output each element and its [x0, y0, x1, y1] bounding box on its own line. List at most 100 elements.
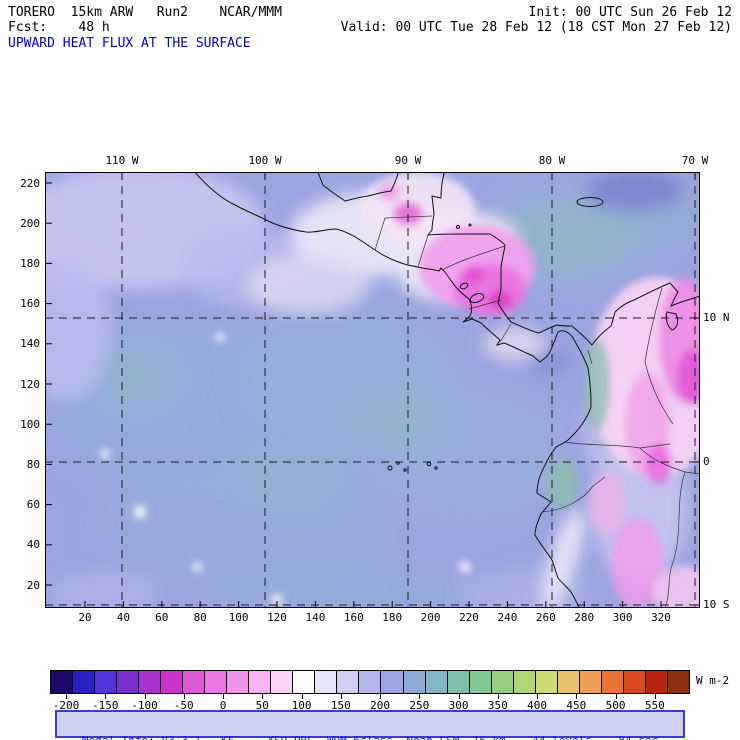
- left-gridpoint-label: 220: [20, 176, 40, 190]
- model-info-footer: Model Info: V3.3.1 KF YSU PBL WDM 6class…: [55, 710, 685, 740]
- bottom-gridpoint-label: 320: [651, 611, 671, 624]
- colorbar-tick-label: 100: [291, 699, 312, 712]
- colorbar-tick-label: -100: [131, 699, 158, 712]
- colorbar-cell: [403, 671, 426, 693]
- colorbar-cell: [139, 671, 162, 693]
- colorbar-tick-label: 400: [527, 699, 547, 712]
- right-latitude-label: 0: [703, 455, 710, 468]
- forecast-hour-text: Fcst: 48 h: [8, 20, 110, 35]
- colorbar-tick: [301, 694, 303, 699]
- left-gridpoint-label: 120: [20, 377, 40, 391]
- left-gridpoint-label: 200: [20, 216, 40, 230]
- colorbar-tick: [419, 694, 421, 699]
- left-gridpoint-label: 180: [20, 256, 40, 270]
- colorbar-cell: [579, 671, 602, 693]
- colorbar-tick-label: 450: [566, 699, 587, 712]
- colorbar-tick: [183, 694, 185, 699]
- left-gridpoint-label: 20: [26, 578, 40, 592]
- header-row-1: TORERO 15km ARW Run2 NCAR/MMM Init: 00 U…: [8, 5, 732, 20]
- colorbar-tick: [223, 694, 224, 699]
- map-panel: [45, 172, 700, 608]
- colorbar-tick-label: 200: [370, 699, 390, 712]
- colorbar-tick: [497, 694, 499, 699]
- colorbar-cell: [293, 671, 316, 693]
- bottom-gridpoint-label: 280: [574, 611, 595, 624]
- map-frame-border: [45, 172, 700, 608]
- colorbar-tick: [144, 694, 146, 699]
- bottom-gridpoint-label: 300: [612, 611, 633, 624]
- bottom-gridpoint-label: 220: [459, 611, 479, 624]
- colorbar-cell: [271, 671, 294, 693]
- colorbar-cell: [51, 671, 74, 693]
- colorbar-cell: [249, 671, 272, 693]
- colorbar-tick-label: 50: [255, 699, 269, 712]
- colorbar-cell: [73, 671, 96, 693]
- model-info-line-1: Model Info: V3.3.1 KF YSU PBL WDM 6class…: [57, 735, 683, 740]
- colorbar-cell: [95, 671, 118, 693]
- colorbar-tick: [458, 694, 460, 699]
- colorbar-cell: [667, 671, 689, 693]
- colorbar-cell: [557, 671, 580, 693]
- map-canvas: [45, 172, 700, 608]
- colorbar-cell: [161, 671, 184, 693]
- colorbar-tick-label: 150: [330, 699, 351, 712]
- colorbar-tick-label: 250: [409, 699, 430, 712]
- colorbar-cell: [645, 671, 668, 693]
- valid-time-text: Valid: 00 UTC Tue 28 Feb 12 (18 CST Mon …: [340, 20, 732, 35]
- bottom-gridpoint-label: 20: [78, 611, 92, 624]
- colorbar-cell: [513, 671, 536, 693]
- left-gridpoint-label: 40: [26, 538, 40, 552]
- right-latitude-label: 10 S: [703, 598, 730, 611]
- colorbar-cell: [315, 671, 338, 693]
- field-title: UPWARD HEAT FLUX AT THE SURFACE: [8, 36, 251, 51]
- model-id-text: TORERO 15km ARW Run2 NCAR/MMM: [8, 5, 282, 20]
- right-latitude-label: 10 N: [703, 311, 730, 324]
- colorbar-tick-label: 350: [487, 699, 508, 712]
- colorbar-tick: [537, 694, 539, 699]
- latlon-gridlines: [45, 172, 700, 608]
- colorbar-cell: [337, 671, 360, 693]
- top-longitude-label: 90 W: [394, 154, 422, 167]
- coastline-layer: [194, 172, 700, 608]
- flux-shading-layer: [45, 172, 700, 608]
- colorbar-tick: [66, 694, 67, 699]
- bottom-gridpoint-label: 100: [228, 611, 249, 624]
- top-longitude-label: 100 W: [248, 154, 282, 167]
- left-gridpoint-label: 100: [20, 417, 40, 431]
- bottom-gridpoint-label: 180: [382, 611, 403, 624]
- colorbar-cell: [425, 671, 448, 693]
- left-gridpoint-label: 80: [26, 457, 40, 471]
- colorbar-cell: [535, 671, 558, 693]
- header-row-2: Fcst: 48 h Valid: 00 UTC Tue 28 Feb 12 (…: [8, 20, 732, 35]
- init-time-text: Init: 00 UTC Sun 26 Feb 12: [528, 5, 733, 20]
- bottom-gridpoint-label: 40: [116, 611, 131, 624]
- axis-ticks: [45, 172, 700, 608]
- colorbar-cell: [381, 671, 404, 693]
- colorbar-cell: [623, 671, 646, 693]
- bottom-gridpoint-label: 60: [155, 611, 169, 624]
- colorbar-tick-label: 550: [644, 699, 665, 712]
- left-gridpoint-label: 140: [20, 337, 40, 351]
- colorbar-tick: [340, 694, 342, 699]
- colorbar: [50, 670, 690, 694]
- colorbar-tick-label: 300: [448, 699, 469, 712]
- bottom-gridpoint-label: 140: [305, 611, 326, 624]
- colorbar-cell: [117, 671, 140, 693]
- colorbar-cell: [227, 671, 250, 693]
- colorbar-cell: [205, 671, 228, 693]
- bottom-gridpoint-label: 120: [267, 611, 287, 624]
- cloud-specks: [100, 332, 471, 606]
- colorbar-tick: [576, 694, 578, 699]
- colorbar-tick-label: 500: [605, 699, 626, 712]
- colorbar-tick: [105, 694, 107, 699]
- top-longitude-label: 70 W: [681, 154, 709, 167]
- colorbar-cell: [447, 671, 470, 693]
- left-gridpoint-label: 60: [26, 498, 40, 512]
- colorbar-tick: [262, 694, 264, 699]
- bottom-gridpoint-label: 240: [497, 611, 518, 624]
- colorbar-cell: [183, 671, 206, 693]
- top-longitude-label: 80 W: [538, 154, 566, 167]
- top-longitude-label: 110 W: [105, 154, 139, 167]
- colorbar-cell: [491, 671, 514, 693]
